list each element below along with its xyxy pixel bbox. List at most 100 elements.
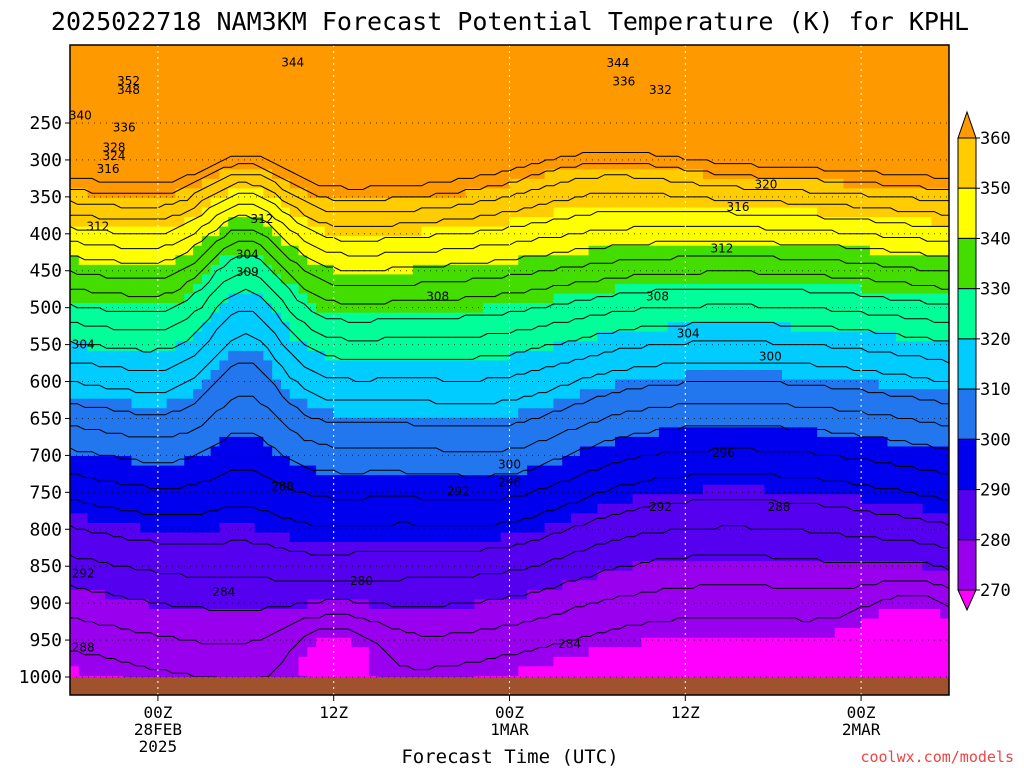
field-cell [676, 303, 686, 314]
field-cell [386, 341, 396, 352]
field-cell [658, 666, 669, 677]
field-cell [351, 465, 361, 476]
field-cell [667, 427, 678, 438]
field-cell [588, 73, 599, 84]
field-cell [263, 45, 273, 56]
field-cell [562, 456, 572, 467]
field-cell [571, 656, 581, 668]
field-cell [465, 608, 476, 620]
field-cell [553, 379, 563, 390]
field-cell [307, 666, 317, 677]
field-cell [219, 360, 229, 371]
field-cell [175, 618, 185, 629]
field-cell [122, 494, 133, 505]
field-cell [650, 217, 660, 228]
field-cell [597, 589, 607, 601]
field-cell [588, 656, 599, 668]
field-cell [483, 360, 493, 371]
field-cell [386, 140, 396, 151]
field-cell [447, 121, 458, 132]
field-cell [324, 245, 335, 256]
field-cell [245, 484, 256, 495]
field-cell [702, 570, 713, 581]
field-cell [395, 350, 405, 362]
field-cell [527, 465, 537, 476]
field-cell [324, 188, 335, 199]
field-cell [439, 150, 449, 161]
field-cell [606, 456, 616, 467]
field-cell [377, 599, 388, 610]
field-cell [527, 360, 537, 371]
field-cell [193, 456, 203, 467]
field-cell [342, 255, 352, 266]
field-cell [175, 274, 185, 285]
field-cell [694, 436, 704, 448]
field-cell [544, 475, 555, 486]
field-cell [597, 169, 607, 180]
field-cell [324, 628, 335, 639]
field-cell [588, 217, 599, 228]
field-cell [70, 427, 80, 438]
field-cell [386, 561, 396, 572]
field-cell [421, 217, 432, 228]
field-cell [553, 45, 563, 56]
field-cell [70, 54, 80, 65]
field-cell [149, 140, 159, 151]
field-cell [439, 542, 449, 553]
field-cell [465, 73, 476, 84]
field-cell [333, 207, 344, 218]
field-cell [456, 503, 467, 515]
field-cell [149, 255, 159, 266]
field-cell [149, 599, 159, 610]
field-cell [412, 293, 423, 304]
field-cell [263, 283, 273, 295]
field-cell [254, 503, 265, 515]
field-cell [78, 217, 89, 228]
field-cell [650, 599, 660, 610]
field-cell [439, 293, 449, 304]
field-cell [544, 370, 555, 381]
field-cell [456, 637, 467, 648]
field-cell [412, 45, 423, 56]
field-cell [201, 111, 212, 123]
field-cell [579, 131, 590, 142]
field-cell [280, 427, 291, 438]
field-cell [412, 436, 423, 448]
field-cell [78, 207, 89, 218]
field-cell [518, 54, 528, 65]
field-cell [87, 245, 98, 256]
field-cell [122, 64, 133, 75]
field-cell [412, 398, 423, 409]
field-cell [650, 245, 660, 256]
field-cell [351, 274, 361, 285]
field-cell [122, 83, 133, 94]
field-cell [140, 580, 150, 591]
field-cell [430, 45, 440, 56]
field-cell [219, 322, 229, 333]
field-cell [237, 64, 247, 75]
field-cell [166, 45, 177, 56]
field-cell [588, 542, 599, 553]
field-cell [228, 255, 238, 266]
field-cell [342, 656, 352, 668]
field-cell [491, 503, 502, 515]
field-cell [149, 570, 159, 581]
field-cell [632, 131, 643, 142]
field-cell [289, 45, 300, 56]
field-cell [377, 350, 388, 362]
field-cell [465, 169, 476, 180]
field-cell [245, 54, 256, 65]
field-cell [254, 54, 265, 65]
field-cell [157, 83, 168, 94]
field-cell [623, 236, 634, 247]
field-cell [342, 628, 352, 639]
field-cell [500, 666, 511, 677]
field-cell [201, 456, 212, 467]
field-cell [597, 532, 607, 543]
field-cell [553, 331, 563, 343]
field-cell [404, 647, 414, 658]
field-cell [360, 111, 370, 123]
field-cell [175, 628, 185, 639]
field-cell [535, 427, 546, 438]
field-cell [711, 322, 722, 333]
